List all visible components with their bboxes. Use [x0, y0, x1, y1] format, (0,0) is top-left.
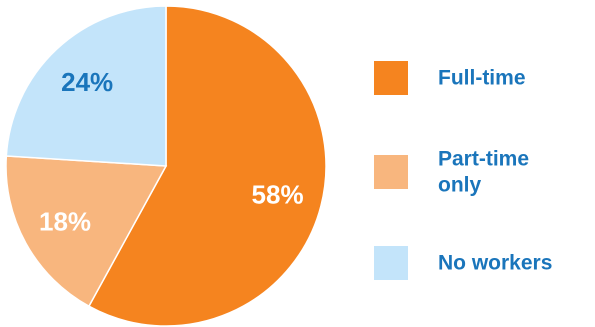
pie-slice-part-time-only	[5, 155, 168, 308]
legend-label-full-time: Full-time	[438, 67, 526, 90]
legend-label-no-workers: No workers	[438, 252, 552, 275]
slice-label-full-time: 58%	[252, 180, 304, 210]
pie-slices	[5, 5, 327, 327]
pie-slice-labels: 58% 18% 24%	[39, 67, 304, 236]
legend-swatch-full-time	[374, 61, 408, 95]
pie-slice-no-workers	[5, 5, 167, 167]
slice-label-part-time-only: 18%	[39, 206, 91, 236]
pie-slice-full-time	[87, 5, 327, 327]
slice-label-no-workers: 24%	[61, 67, 113, 97]
chart-legend: Full-time Part-time only No workers	[374, 61, 552, 280]
legend-swatch-no-workers	[374, 246, 408, 280]
legend-label-part-time-only: Part-time only	[438, 148, 529, 197]
legend-swatch-part-time-only	[374, 155, 408, 189]
